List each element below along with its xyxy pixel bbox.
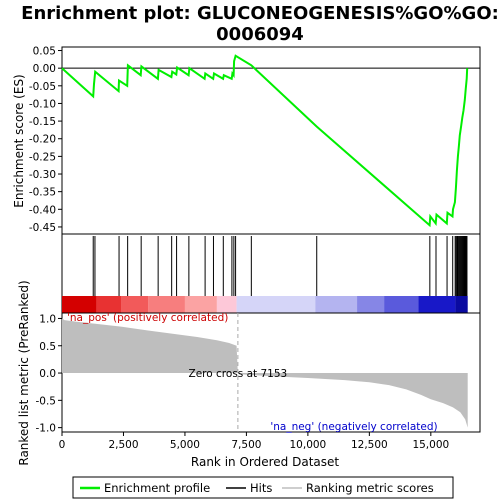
legend-box [72, 476, 454, 499]
es-ytick-label: -0.10 [29, 98, 56, 110]
x-tick-label: 12,500 [351, 439, 388, 451]
es-ytick-label: -0.45 [29, 222, 56, 234]
color-bar-segment [121, 296, 149, 313]
hits-panel [61, 233, 481, 314]
x-axis-label: Rank in Ordered Dataset [191, 455, 339, 469]
metric-ytick-label: 0.0 [39, 368, 56, 380]
metric-ytick-label: -0.5 [36, 395, 57, 407]
color-bar-segment [236, 296, 316, 313]
es-ytick-label: -0.15 [29, 116, 56, 128]
color-bar-segment [148, 296, 185, 313]
color-bar-segment [418, 296, 456, 313]
es-panel: 0.05 0.00 -0.05 -0.10 -0.15 -0.20 -0.25 -0.30 -0… [29, 46, 481, 235]
es-plot-frame [61, 46, 481, 235]
chart-title: Enrichment plot: GLUCONEOGENESIS%GO%GO: … [21, 3, 499, 45]
color-bar-segment [455, 296, 468, 313]
metric-ytick-label: 0.5 [39, 341, 56, 353]
color-bar-segment [184, 296, 217, 313]
es-ytick-label: -0.05 [29, 81, 56, 93]
es-y-axis-label: Enrichment score (ES) [12, 74, 26, 207]
metric-ytick-label: -1.0 [36, 423, 57, 435]
title-line-1: Enrichment plot: GLUCONEOGENESIS%GO%GO: [21, 3, 499, 24]
color-bar-segment [315, 296, 358, 313]
metric-panel: 1.0 0.5 0.0 -0.5 -1.0 'na_pos' (positively co… [36, 312, 481, 435]
es-ytick-label: -0.25 [29, 151, 56, 163]
color-bar-segment [357, 296, 385, 313]
es-ytick-label: -0.40 [29, 204, 56, 216]
legend: Enrichment profile Hits Ranking metric sco… [72, 476, 454, 499]
color-bar-segment [384, 296, 419, 313]
legend-label: Ranking metric scores [306, 481, 434, 495]
es-ytick-label: 0.00 [33, 63, 56, 75]
es-ytick-label: -0.35 [29, 187, 56, 199]
x-tick-label: 2,500 [108, 439, 138, 451]
legend-label: Hits [250, 481, 272, 495]
metric-ytick-label: 1.0 [39, 313, 56, 325]
es-ytick-label: -0.30 [29, 169, 56, 181]
x-tick-label: 15,000 [412, 439, 449, 451]
title-line-2: 0006094 [216, 24, 304, 45]
legend-label: Enrichment profile [104, 481, 210, 495]
metric-y-axis-label: Ranked list metric (PreRanked) [17, 280, 31, 465]
x-tick-label: 7,500 [231, 439, 261, 451]
color-bar-segment [62, 296, 97, 313]
x-tick-label: 5,000 [170, 439, 200, 451]
negative-label: 'na_neg' (negatively correlated) [270, 421, 437, 433]
positive-label: 'na_pos' (positively correlated) [67, 312, 228, 324]
color-bar-segment [96, 296, 122, 313]
es-profile-line [61, 54, 469, 228]
x-tick-label: 0 [59, 439, 66, 451]
color-bar-segment [216, 296, 237, 313]
es-ytick-label: -0.20 [29, 134, 56, 146]
metric-area [62, 318, 468, 428]
x-axis: 0 2,500 5,000 7,500 10,000 12,500 15,000 [59, 432, 449, 451]
x-tick-label: 10,000 [290, 439, 327, 451]
zero-cross-label: Zero cross at 7153 [189, 368, 288, 380]
es-ytick-label: 0.05 [33, 46, 56, 58]
